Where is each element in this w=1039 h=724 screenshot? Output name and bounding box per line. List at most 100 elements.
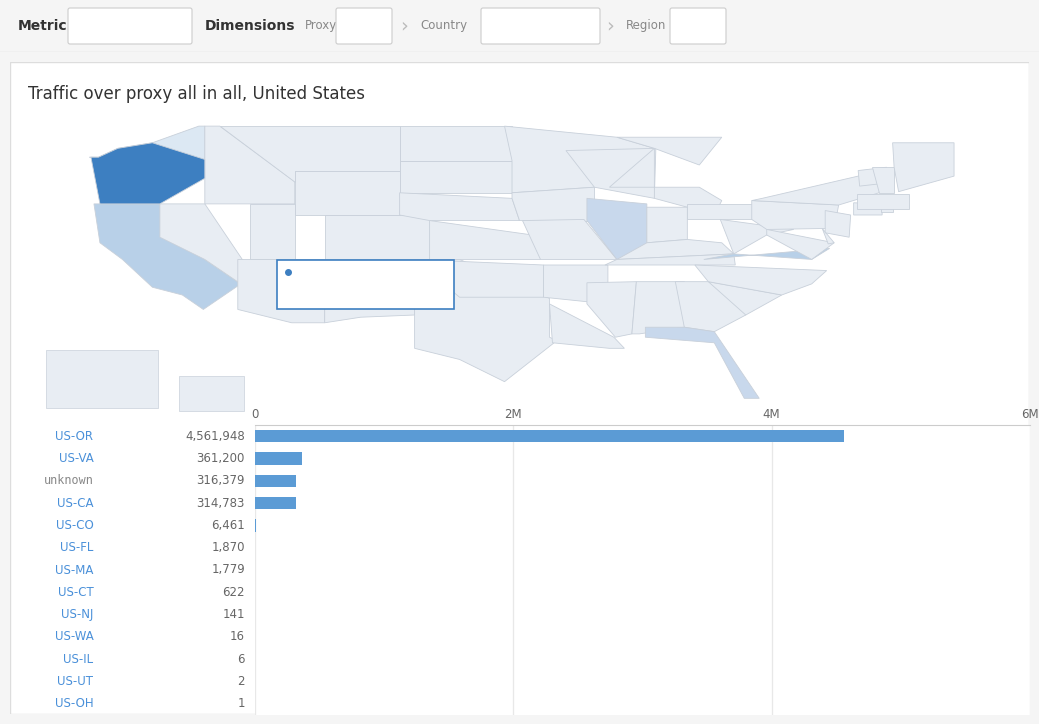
Polygon shape (709, 282, 781, 315)
Text: 1,779: 1,779 (211, 563, 245, 576)
Polygon shape (523, 219, 617, 259)
FancyBboxPatch shape (481, 8, 600, 44)
Text: Sum of traffic: Sum of traffic (78, 20, 158, 33)
Text: US-FL: US-FL (60, 542, 94, 554)
Polygon shape (94, 204, 241, 309)
Text: US-MA: US-MA (55, 563, 94, 576)
Polygon shape (767, 230, 834, 259)
Polygon shape (752, 201, 838, 230)
Text: ›: › (606, 17, 614, 35)
Polygon shape (858, 167, 886, 186)
Text: 6: 6 (238, 653, 245, 666)
Polygon shape (295, 171, 400, 215)
Polygon shape (400, 161, 512, 193)
Text: US-CA: US-CA (57, 497, 94, 510)
Polygon shape (720, 219, 794, 254)
Text: all: all (346, 20, 359, 33)
Polygon shape (512, 188, 594, 222)
Bar (255, 430, 845, 442)
Text: 2: 2 (238, 675, 245, 688)
Polygon shape (220, 126, 400, 182)
Polygon shape (566, 148, 656, 198)
Text: Dimensions: Dimensions (205, 19, 295, 33)
Text: 16: 16 (230, 631, 245, 644)
Polygon shape (179, 376, 244, 411)
Polygon shape (645, 327, 760, 398)
Polygon shape (205, 126, 295, 204)
Polygon shape (325, 259, 415, 323)
Text: sum(message_count): sum(message_count) (297, 267, 409, 278)
Polygon shape (89, 126, 205, 159)
Polygon shape (46, 350, 158, 408)
Text: ▾: ▾ (178, 21, 183, 31)
Polygon shape (675, 282, 746, 332)
Polygon shape (429, 221, 540, 259)
Polygon shape (854, 203, 882, 215)
Polygon shape (703, 248, 830, 259)
Polygon shape (587, 198, 647, 259)
Text: ▾: ▾ (378, 21, 383, 31)
Bar (255, 475, 296, 487)
Polygon shape (893, 143, 954, 192)
Text: 361,200: 361,200 (196, 452, 245, 465)
FancyBboxPatch shape (10, 62, 1029, 714)
Polygon shape (605, 254, 736, 265)
Polygon shape (856, 194, 909, 209)
Text: 1,870: 1,870 (212, 542, 245, 554)
Bar (255, 452, 301, 465)
Polygon shape (325, 215, 429, 259)
Text: Region: Region (627, 20, 666, 33)
Polygon shape (752, 171, 882, 205)
Polygon shape (617, 240, 734, 259)
Text: US-VA: US-VA (58, 452, 94, 465)
Polygon shape (400, 126, 512, 161)
Polygon shape (822, 228, 834, 244)
Polygon shape (695, 265, 827, 295)
Text: Traffic over proxy all in all, United States: Traffic over proxy all in all, United St… (28, 85, 366, 103)
Polygon shape (415, 259, 557, 382)
Polygon shape (505, 126, 655, 193)
Text: 622: 622 (222, 586, 245, 599)
Text: US-CO: US-CO (56, 519, 94, 532)
Text: unknown: unknown (44, 474, 94, 487)
Polygon shape (249, 204, 325, 259)
Text: US-OH: US-OH (55, 697, 94, 710)
FancyBboxPatch shape (277, 261, 454, 309)
Bar (255, 497, 296, 509)
Polygon shape (238, 259, 325, 323)
Text: US-OR: US-OR (55, 429, 94, 442)
Text: 141: 141 (222, 608, 245, 621)
Text: US-IL: US-IL (63, 653, 94, 666)
Text: 316,379: 316,379 (196, 474, 245, 487)
Text: US-WA: US-WA (55, 631, 94, 644)
FancyBboxPatch shape (336, 8, 392, 44)
Polygon shape (91, 143, 205, 204)
Text: Oregon: 4 561 948: Oregon: 4 561 948 (288, 290, 399, 303)
Polygon shape (881, 204, 893, 211)
Text: Highcharts.com © Natural Earth: Highcharts.com © Natural Earth (862, 426, 1009, 436)
Text: ▾: ▾ (586, 21, 591, 31)
Text: US-NJ: US-NJ (61, 608, 94, 621)
Text: US-UT: US-UT (57, 675, 94, 688)
Polygon shape (400, 193, 520, 221)
Text: all: all (680, 20, 694, 33)
Polygon shape (415, 259, 543, 298)
Polygon shape (587, 282, 636, 337)
Polygon shape (688, 204, 752, 219)
FancyBboxPatch shape (670, 8, 726, 44)
Polygon shape (160, 204, 249, 284)
Polygon shape (647, 207, 688, 243)
Polygon shape (617, 138, 722, 165)
Text: ›: › (400, 17, 407, 35)
Text: 1: 1 (238, 697, 245, 710)
Text: 314,783: 314,783 (196, 497, 245, 510)
Polygon shape (825, 211, 851, 237)
Text: US-CT: US-CT (57, 586, 94, 599)
Polygon shape (610, 148, 722, 215)
Text: United States: United States (491, 20, 571, 33)
Polygon shape (550, 304, 624, 348)
Text: Country: Country (420, 20, 468, 33)
Polygon shape (872, 167, 895, 193)
Polygon shape (543, 265, 608, 304)
FancyBboxPatch shape (68, 8, 192, 44)
